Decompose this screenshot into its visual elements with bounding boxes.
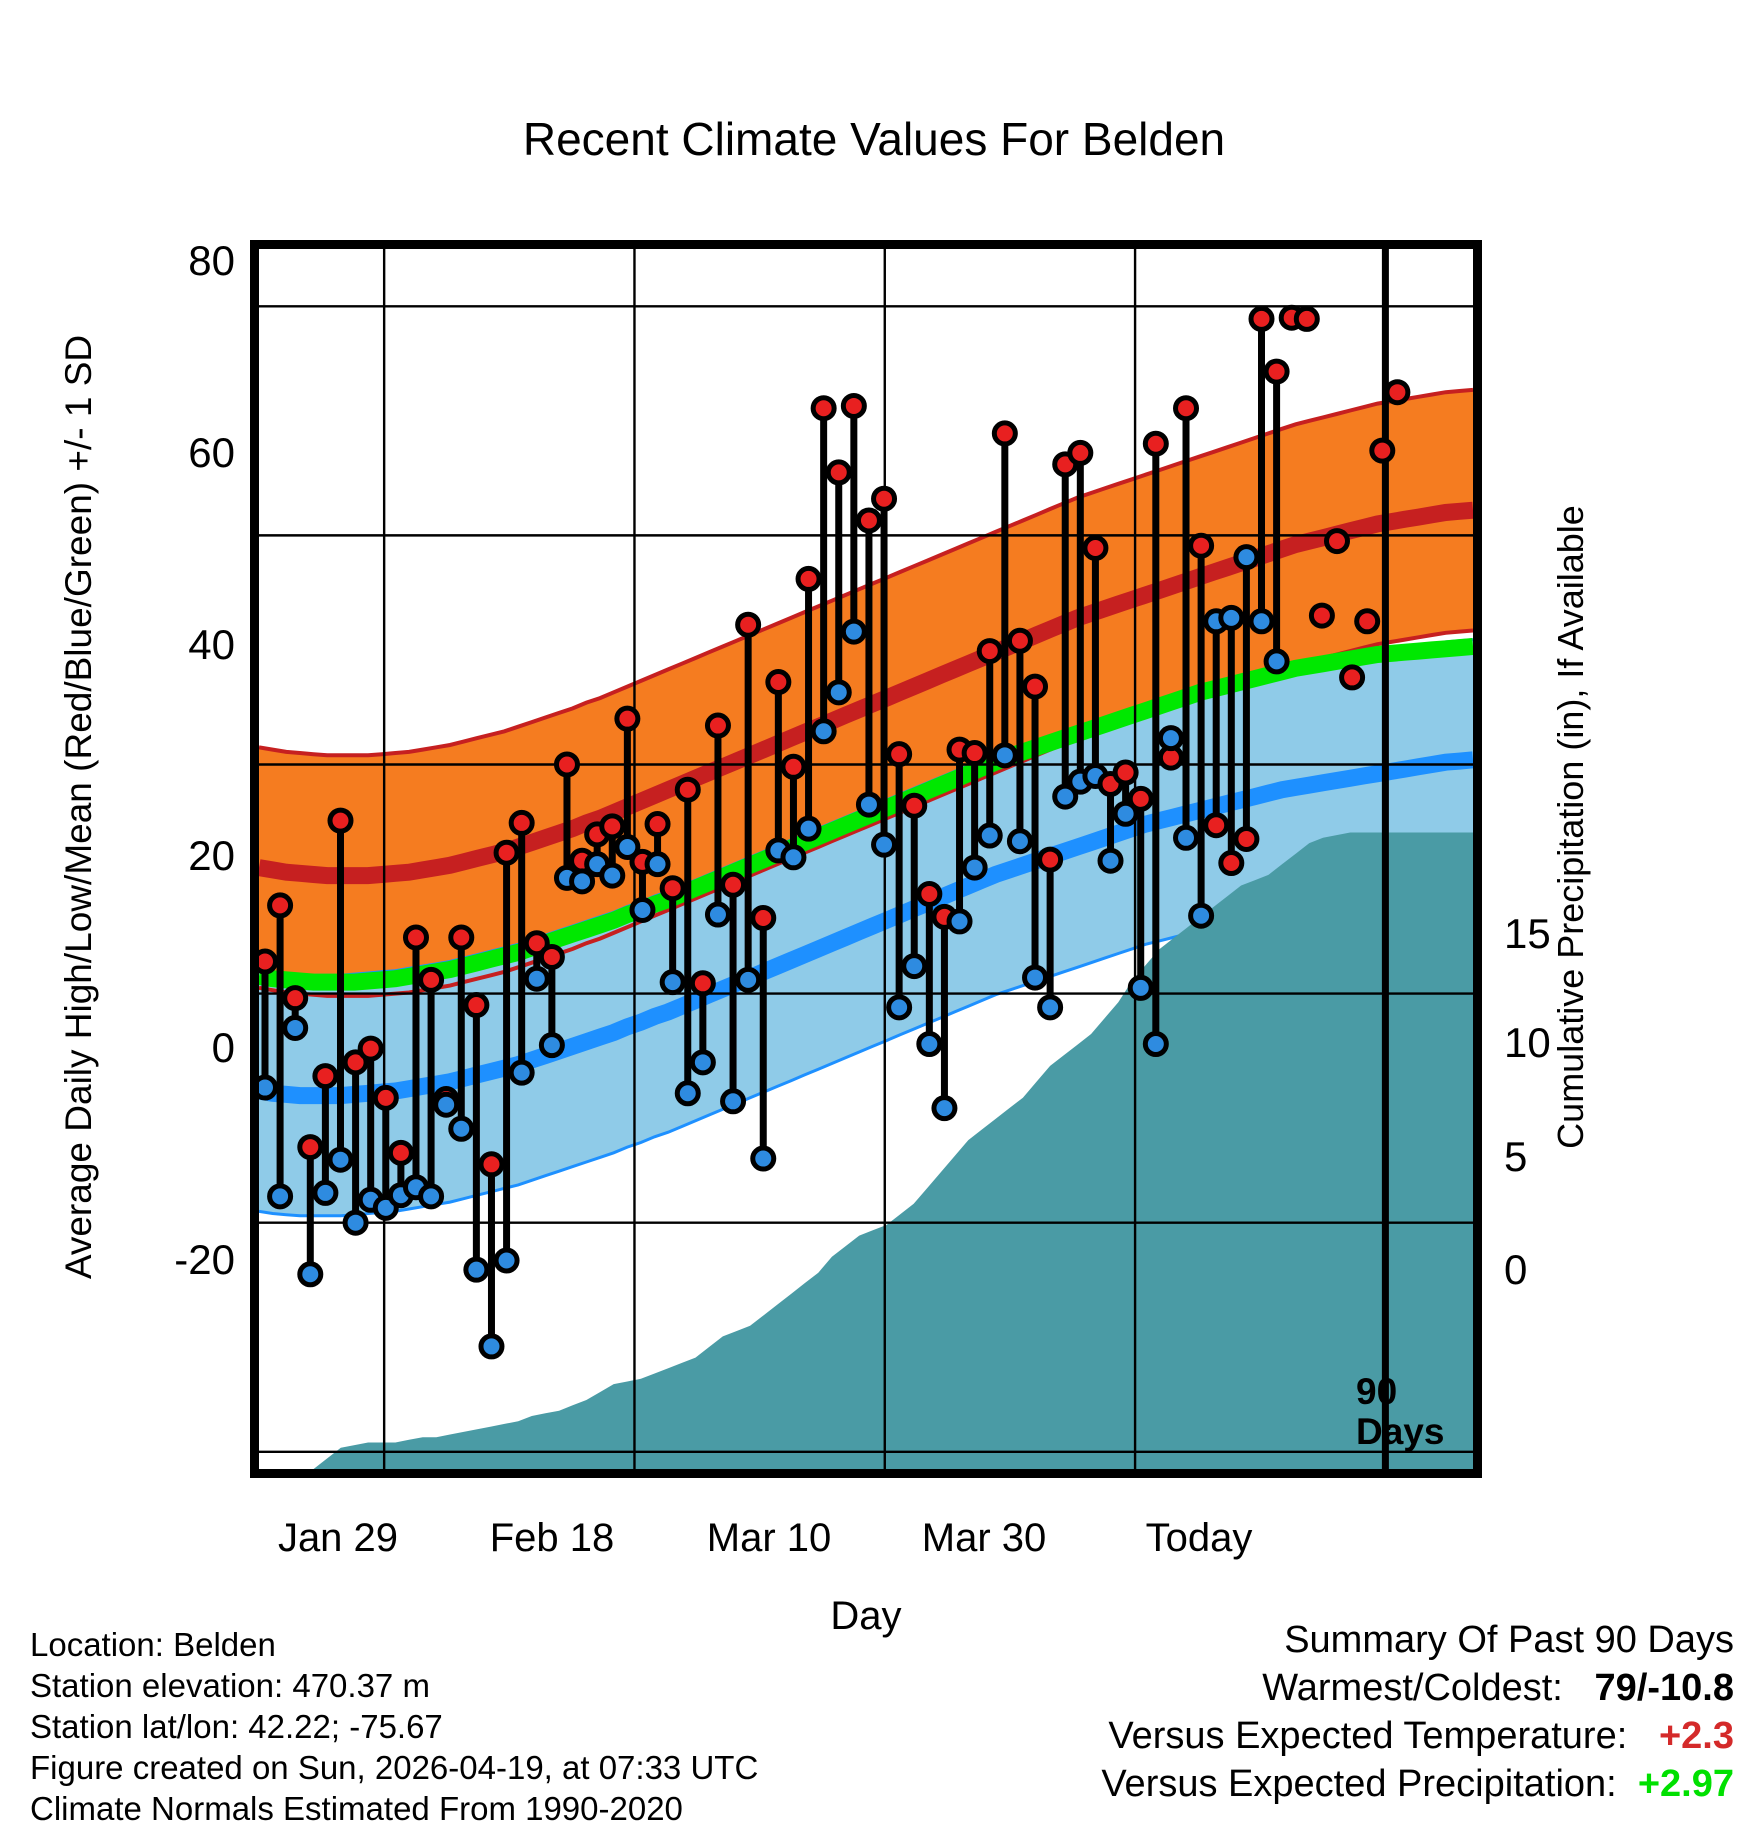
y-tick-left-40: 40 — [188, 621, 235, 668]
metadata-latlon: Station lat/lon: 42.22; -75.67 — [30, 1708, 443, 1745]
summary-vs-precipitation-label: Versus Expected Precipitation: — [1101, 1763, 1617, 1805]
summary-vs-precipitation: Versus Expected Precipitation: +2.97 — [1101, 1760, 1734, 1808]
y-tick-right-0: 0 — [1504, 1246, 1528, 1293]
page-title: Recent Climate Values For Belden — [522, 113, 1226, 165]
metadata-created: Figure created on Sun, 2026-04-19, at 07… — [30, 1749, 759, 1786]
plot-area — [250, 240, 1482, 1478]
summary-heading: Summary Of Past 90 Days — [1284, 1619, 1734, 1661]
y-tick-left-0: 0 — [211, 1024, 235, 1071]
y-tick-right-5: 5 — [1504, 1133, 1528, 1180]
metadata-elevation: Station elevation: 470.37 m — [30, 1667, 430, 1704]
y-axis-right-label: Cumulative Precipitation (in), If Availa… — [1550, 505, 1591, 1149]
x-tick-jan29: Jan 29 — [277, 1516, 399, 1560]
summary-vs-temperature-value: +2.3 — [1658, 1715, 1734, 1757]
summary-warmest-coldest-value: 79/-10.8 — [1594, 1667, 1734, 1709]
today-marker-label-line2: Days — [1356, 1411, 1445, 1452]
metadata-normals: Climate Normals Estimated From 1990-2020 — [30, 1790, 683, 1827]
y-axis-left-label: Average Daily High/Low/Mean (Red/Blue/Gr… — [58, 334, 99, 1280]
y-tick-right-15: 15 — [1504, 910, 1551, 957]
y-tick-left-60: 60 — [188, 429, 235, 476]
y-tick-left-minus20: -20 — [174, 1236, 235, 1283]
metadata-block: Location: Belden Station elevation: 470.… — [30, 1624, 758, 1829]
plot-svg — [259, 249, 1473, 1469]
summary-vs-temperature: Versus Expected Temperature: +2.3 — [1101, 1712, 1734, 1760]
y-tick-left-80: 80 — [188, 237, 235, 284]
summary-block: Summary Of Past 90 Days Warmest/Coldest:… — [1101, 1616, 1734, 1808]
today-marker-label-line1: 90 — [1356, 1371, 1398, 1412]
x-tick-today: Today — [1145, 1516, 1253, 1560]
summary-warmest-coldest: Warmest/Coldest: 79/-10.8 — [1101, 1664, 1734, 1712]
x-tick-mar10: Mar 10 — [706, 1516, 832, 1560]
summary-vs-precipitation-value: +2.97 — [1637, 1763, 1734, 1805]
x-tick-mar30: Mar 30 — [921, 1516, 1047, 1560]
today-marker-label: 90 Days — [1356, 1372, 1444, 1452]
y-tick-right-10: 10 — [1504, 1019, 1551, 1066]
summary-warmest-coldest-label: Warmest/Coldest: — [1262, 1667, 1563, 1709]
summary-vs-temperature-label: Versus Expected Temperature: — [1108, 1715, 1628, 1757]
y-tick-left-20: 20 — [188, 832, 235, 879]
metadata-location: Location: Belden — [30, 1626, 276, 1663]
x-tick-feb18: Feb 18 — [489, 1516, 615, 1560]
x-axis-label: Day — [830, 1594, 902, 1638]
